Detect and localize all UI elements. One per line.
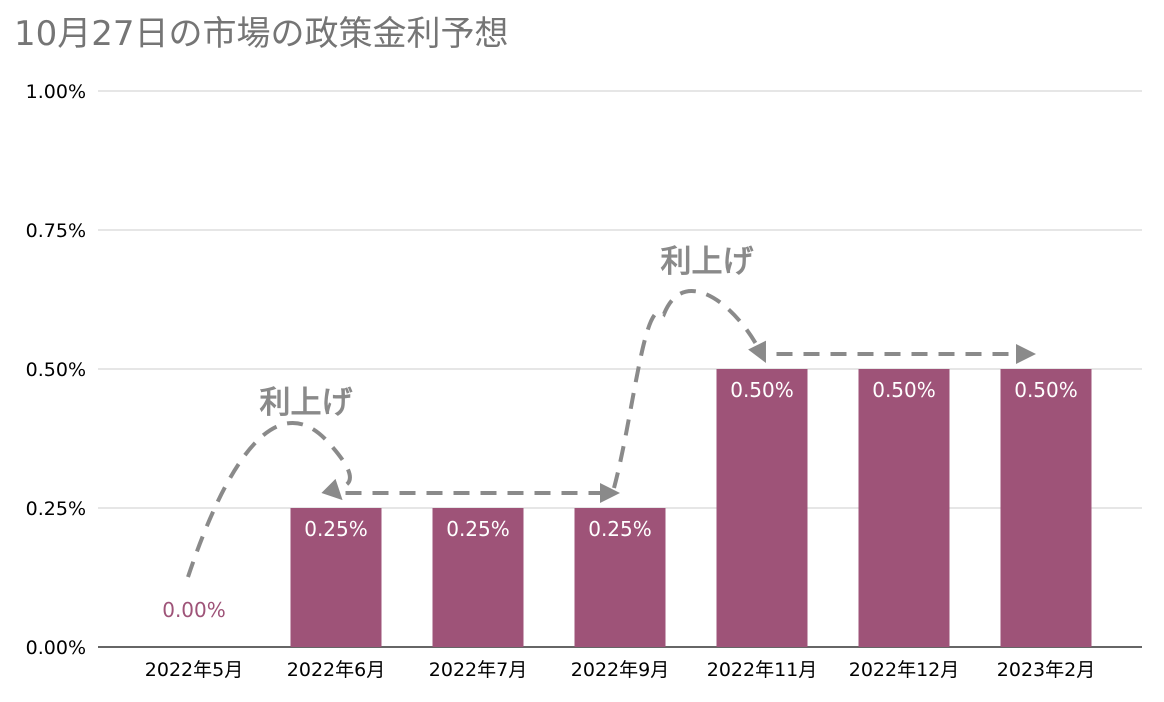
- y-tick-label: 0.25%: [26, 498, 86, 520]
- data-label: 0.25%: [588, 517, 652, 541]
- data-label: 0.00%: [162, 598, 226, 622]
- annotation-label: 利上げ: [661, 244, 755, 280]
- bar: [716, 369, 808, 647]
- chart-title: 10月27日の市場の政策金利予想: [14, 14, 509, 54]
- hike-arrow-curve: [612, 289, 766, 489]
- data-label: 0.50%: [730, 378, 794, 402]
- y-tick-label: 0.75%: [26, 220, 86, 242]
- x-tick-label: 2022年6月: [287, 659, 385, 681]
- bar: [574, 508, 666, 647]
- y-tick-label: 1.00%: [26, 81, 86, 103]
- bar: [432, 508, 524, 647]
- x-tick-label: 2022年9月: [571, 659, 669, 681]
- data-label: 0.25%: [446, 517, 510, 541]
- x-tick-label: 2022年7月: [429, 659, 527, 681]
- x-tick-label: 2023年2月: [997, 659, 1095, 681]
- x-tick-label: 2022年5月: [145, 659, 243, 681]
- bar: [858, 369, 950, 647]
- y-tick-label: 0.00%: [26, 637, 86, 659]
- bar: [1000, 369, 1092, 647]
- data-label: 0.50%: [872, 378, 936, 402]
- annotation-label: 利上げ: [260, 385, 354, 421]
- x-tick-label: 2022年12月: [849, 659, 960, 681]
- bar: [290, 508, 382, 647]
- x-tick-label: 2022年11月: [707, 659, 818, 681]
- data-label: 0.25%: [304, 517, 368, 541]
- y-tick-label: 0.50%: [26, 359, 86, 381]
- data-label: 0.50%: [1014, 378, 1078, 402]
- hike-arrow-curve: [186, 420, 352, 578]
